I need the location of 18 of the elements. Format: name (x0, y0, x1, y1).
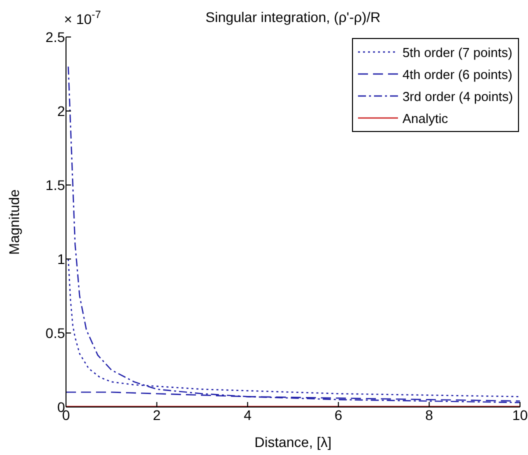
y-tick-label: 1.5 (46, 176, 66, 193)
x-tick-label: 10 (512, 406, 528, 423)
x-axis-title: Distance, [λ] (254, 434, 332, 450)
x-tick-label: 8 (425, 406, 434, 423)
y-axis-title: Magnitude (6, 189, 22, 255)
y-tick-label: 2 (57, 102, 66, 119)
legend-label: 5th order (7 points) (402, 44, 512, 60)
y-tick-label: 0.5 (46, 324, 66, 341)
y-tick-label: 2.5 (46, 28, 66, 45)
legend-label: Analytic (402, 110, 448, 126)
y-tick-label: 1 (57, 250, 66, 267)
x-tick-label: 6 (334, 406, 342, 423)
legend-label: 3rd order (4 points) (402, 88, 513, 104)
chart-title: Singular integration, (ρ'-ρ)/R (206, 9, 380, 25)
x-tick-label: 2 (152, 406, 161, 423)
legend-label: 4th order (6 points) (402, 66, 512, 82)
text: × 10$^{-7}$ (64, 9, 102, 27)
x-tick-label: 4 (244, 406, 252, 423)
